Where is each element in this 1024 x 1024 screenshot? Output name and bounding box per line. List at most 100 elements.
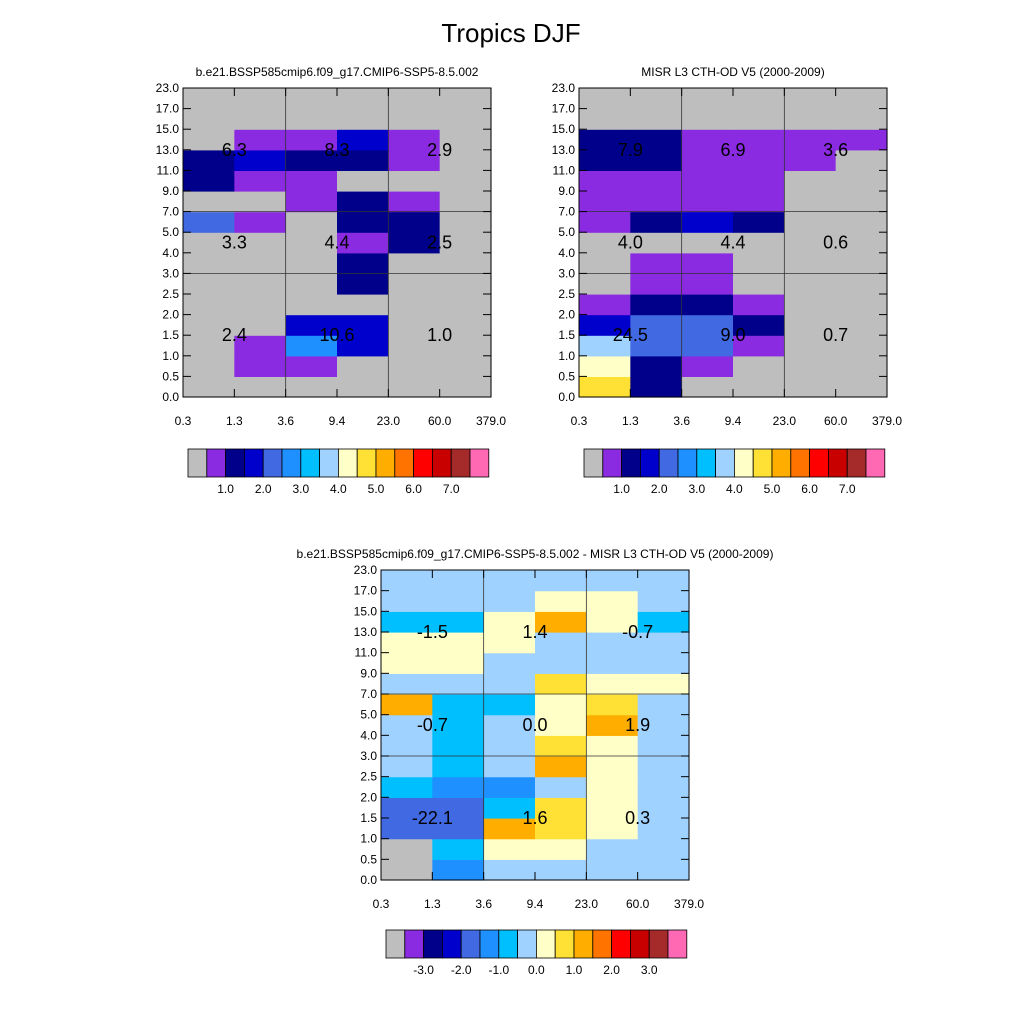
colorbar-swatch (187, 448, 208, 478)
heatmap-cell (337, 149, 389, 171)
heatmap-cell (586, 714, 639, 736)
heatmap-cell (637, 797, 690, 819)
heatmap-cell (337, 211, 389, 233)
heatmap-cell (183, 191, 235, 213)
heatmap-cell (586, 838, 639, 860)
heatmap-cell (535, 611, 587, 633)
heatmap-cell (630, 108, 683, 130)
heatmap-cell (337, 355, 389, 377)
heatmap-cell (579, 273, 631, 295)
heatmap-cell (439, 252, 492, 274)
heatmap-cell (681, 252, 734, 274)
colorbar-swatch (423, 929, 443, 959)
heatmap-cell (579, 294, 631, 316)
heatmap-cell (681, 211, 734, 233)
heatmap-cell (483, 859, 536, 881)
cell-value-label: 2.4 (222, 325, 247, 345)
heatmap-cell (535, 590, 587, 612)
heatmap-cell (630, 314, 683, 336)
cell-value-label: 1.6 (522, 808, 547, 828)
heatmap-cell (579, 211, 631, 233)
heatmap-cell (586, 694, 639, 716)
colorbar-label: 7.0 (839, 482, 856, 496)
y-tick-label: 3.0 (162, 266, 179, 280)
heatmap-cell (388, 376, 441, 398)
y-tick-label: 2.5 (360, 770, 377, 784)
heatmap-cell (432, 776, 485, 798)
cell-value-label: 0.3 (625, 808, 650, 828)
heatmap-cell (439, 335, 492, 357)
heatmap-cell (535, 714, 587, 736)
heatmap-cell (637, 756, 690, 778)
heatmap-cell (535, 756, 587, 778)
heatmap-cell (637, 735, 690, 757)
colorbar-label: 7.0 (443, 482, 460, 496)
heatmap-cell (439, 232, 492, 254)
colorbar-swatch (771, 448, 792, 478)
heatmap-cell (381, 756, 433, 778)
heatmap-cell (439, 314, 492, 336)
x-tick-label: 60.0 (428, 414, 452, 428)
heatmap-cell (439, 273, 492, 295)
heatmap-cell (381, 694, 433, 716)
cell-value-label: 2.5 (427, 233, 452, 253)
colorbar-label: 5.0 (368, 482, 385, 496)
heatmap-cell (733, 335, 785, 357)
heatmap-cell (388, 273, 441, 295)
colorbar-swatch (394, 448, 414, 478)
x-tick-label: 1.3 (424, 897, 441, 911)
heatmap-cell (784, 149, 837, 171)
y-tick-label: 0.5 (360, 852, 377, 866)
heatmap-cell (388, 335, 441, 357)
heatmap-cell (835, 149, 888, 171)
heatmap-cell (285, 232, 338, 254)
heatmap-cell (337, 294, 389, 316)
y-tick-label: 3.0 (360, 749, 377, 763)
heatmap-cell (183, 335, 235, 357)
heatmap-cell (637, 714, 690, 736)
colorbar-swatch (281, 448, 302, 478)
y-tick-label: 13.0 (354, 625, 378, 639)
heatmap-cell (285, 191, 338, 213)
y-tick-label: 23.0 (354, 563, 378, 577)
heatmap-cell (388, 211, 441, 233)
y-tick-label: 5.0 (162, 225, 179, 239)
heatmap-cell (234, 88, 287, 110)
colorbar-swatch (385, 929, 406, 959)
heatmap-cell (733, 129, 785, 151)
y-tick-label: 9.0 (558, 184, 575, 198)
heatmap-cell (439, 170, 492, 192)
y-tick-label: 15.0 (552, 122, 576, 136)
heatmap-cell (432, 632, 485, 654)
heatmap-cell (432, 859, 485, 881)
heatmap-cell (483, 756, 536, 778)
heatmap-cell (483, 632, 536, 654)
heatmap-cell (234, 129, 287, 151)
heatmap-cell (285, 294, 338, 316)
heatmap-cell (835, 273, 888, 295)
colorbar-label: 3.0 (688, 482, 705, 496)
heatmap-cell (586, 859, 639, 881)
heatmap-cell (586, 673, 639, 695)
heatmap-cell (586, 652, 639, 674)
heatmap-cell (681, 376, 734, 398)
x-tick-label: 23.0 (773, 414, 797, 428)
cell-value-label: 2.9 (427, 140, 452, 160)
heatmap-cell (835, 170, 888, 192)
heatmap-cell (733, 191, 785, 213)
heatmap-cell (835, 314, 888, 336)
y-tick-label: 5.0 (360, 708, 377, 722)
heatmap-cell (439, 376, 492, 398)
heatmap-cell (579, 191, 631, 213)
y-tick-label: 1.5 (558, 328, 575, 342)
heatmap-cell (381, 590, 433, 612)
y-tick-label: 7.0 (558, 205, 575, 219)
heatmap-cell (381, 632, 433, 654)
heatmap-cell (285, 149, 338, 171)
colorbar-label: 1.0 (217, 482, 234, 496)
heatmap-cell (388, 170, 441, 192)
heatmap-cell (432, 611, 485, 633)
heatmap-cell (630, 273, 683, 295)
heatmap-cell (733, 232, 785, 254)
y-tick-label: 2.5 (558, 287, 575, 301)
